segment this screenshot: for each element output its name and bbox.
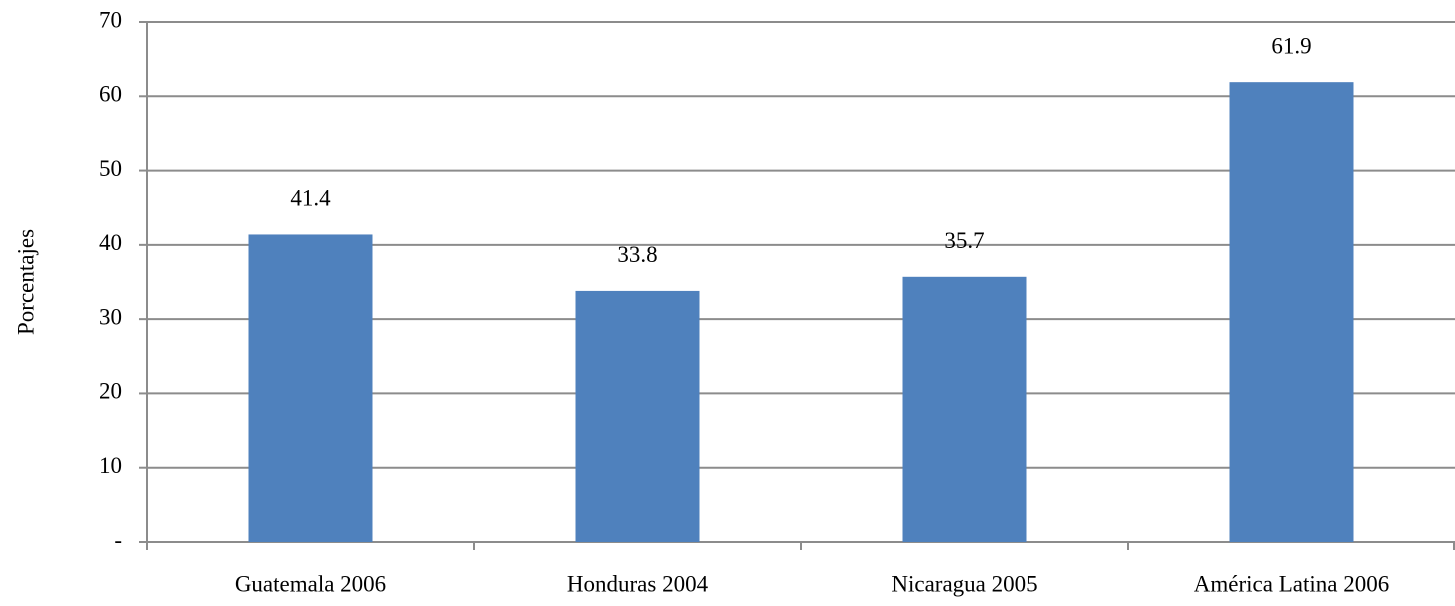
x-tick-label: América Latina 2006 — [1194, 571, 1389, 596]
y-tick-label: 30 — [99, 304, 122, 329]
y-tick-label: 20 — [99, 379, 122, 404]
bar — [575, 290, 700, 542]
x-tick-label: Nicaragua 2005 — [891, 571, 1037, 596]
x-tick-label: Honduras 2004 — [567, 571, 709, 596]
data-label: 33.8 — [617, 242, 657, 267]
y-tick-label: 70 — [99, 7, 122, 32]
data-label: 41.4 — [290, 186, 331, 211]
bar — [1229, 82, 1354, 543]
y-axis-label: Porcentajes — [13, 229, 38, 335]
bar — [248, 234, 373, 542]
x-tick-label: Guatemala 2006 — [235, 571, 386, 596]
data-label: 61.9 — [1271, 33, 1311, 58]
data-label: 35.7 — [944, 228, 984, 253]
y-tick-label: 50 — [99, 156, 122, 181]
y-tick-label: - — [114, 527, 122, 552]
y-tick-label: 40 — [99, 230, 122, 255]
y-tick-label: 60 — [99, 82, 122, 107]
y-tick-label: 10 — [99, 453, 122, 478]
bar — [902, 276, 1027, 542]
